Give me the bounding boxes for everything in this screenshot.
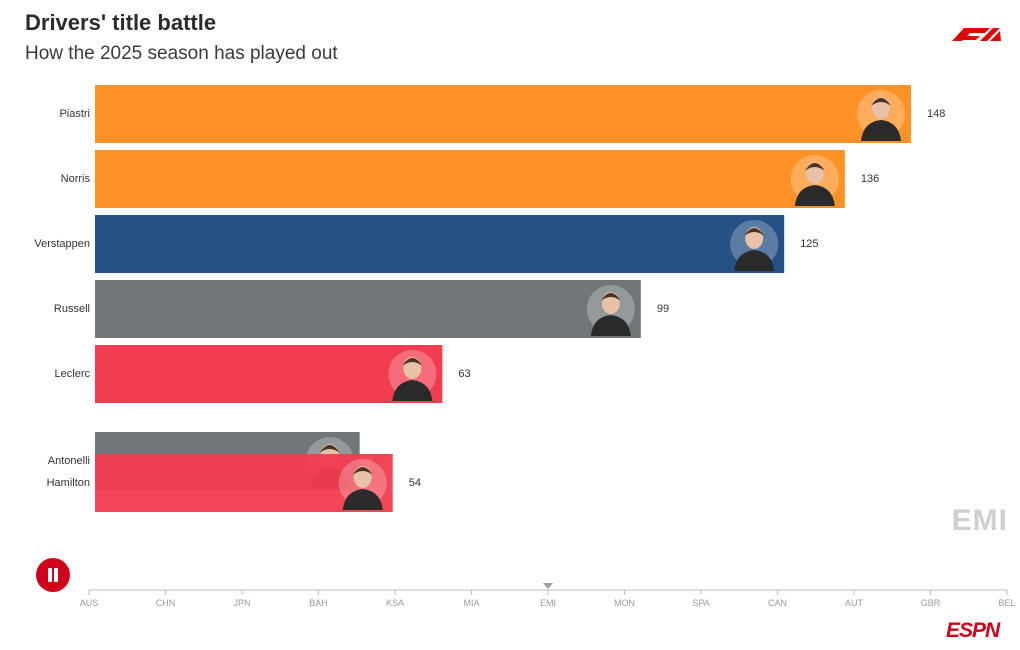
timeline-current-marker (543, 583, 553, 589)
timeline-label-chn: CHN (156, 598, 176, 608)
bar-label-leclerc: Leclerc (55, 368, 91, 380)
bar-label-russell: Russell (54, 303, 90, 315)
bar-piastri (95, 85, 911, 143)
avatar-verstappen-icon (730, 220, 779, 271)
value-label-leclerc: 63 (458, 368, 470, 380)
timeline-label-spa: SPA (692, 598, 709, 608)
value-label-hamilton: 54 (409, 477, 421, 489)
timeline-label-aus: AUS (80, 598, 99, 608)
bar-label-norris: Norris (61, 173, 91, 185)
timeline-label-mon: MON (614, 598, 635, 608)
timeline-label-jpn: JPN (233, 598, 250, 608)
bar-label-verstappen: Verstappen (34, 238, 90, 250)
espn-logo-icon: ESPN (946, 619, 1002, 640)
chart-subtitle: How the 2025 season has played out (25, 43, 338, 64)
timeline-label-bah: BAH (309, 598, 328, 608)
pause-button[interactable] (36, 558, 70, 592)
value-label-russell: 99 (657, 303, 669, 315)
f1-logo-icon (952, 28, 1001, 41)
value-label-norris: 136 (861, 173, 879, 185)
timeline-label-aut: AUT (845, 598, 864, 608)
bar-label-antonelli: Antonelli (48, 455, 90, 467)
bar-russell (95, 280, 641, 338)
bar-verstappen (95, 215, 785, 273)
value-label-piastri: 148 (927, 108, 945, 120)
bar-leclerc (95, 345, 443, 403)
timeline-label-can: CAN (768, 598, 787, 608)
timeline-label-ksa: KSA (386, 598, 404, 608)
value-label-verstappen: 125 (800, 238, 818, 250)
avatar-norris-icon (790, 155, 839, 206)
timeline-label-emi: EMI (540, 598, 556, 608)
bar-label-hamilton: Hamilton (47, 477, 90, 489)
avatar-leclerc-icon (388, 350, 437, 401)
avatar-piastri-icon (857, 90, 905, 141)
avatar-russell-icon (586, 285, 635, 336)
bar-hamilton (95, 454, 393, 512)
timeline-label-gbr: GBR (921, 598, 941, 608)
current-race-watermark: EMI (951, 504, 1008, 537)
timeline-label-mia: MIA (463, 598, 479, 608)
avatar-hamilton-icon (338, 459, 387, 510)
svg-text:ESPN: ESPN (946, 619, 1001, 640)
chart-title: Drivers' title battle (25, 10, 217, 35)
pause-icon (48, 568, 52, 582)
bar-label-piastri: Piastri (59, 108, 90, 120)
bar-norris (95, 150, 845, 208)
timeline-label-bel: BEL (998, 598, 1015, 608)
